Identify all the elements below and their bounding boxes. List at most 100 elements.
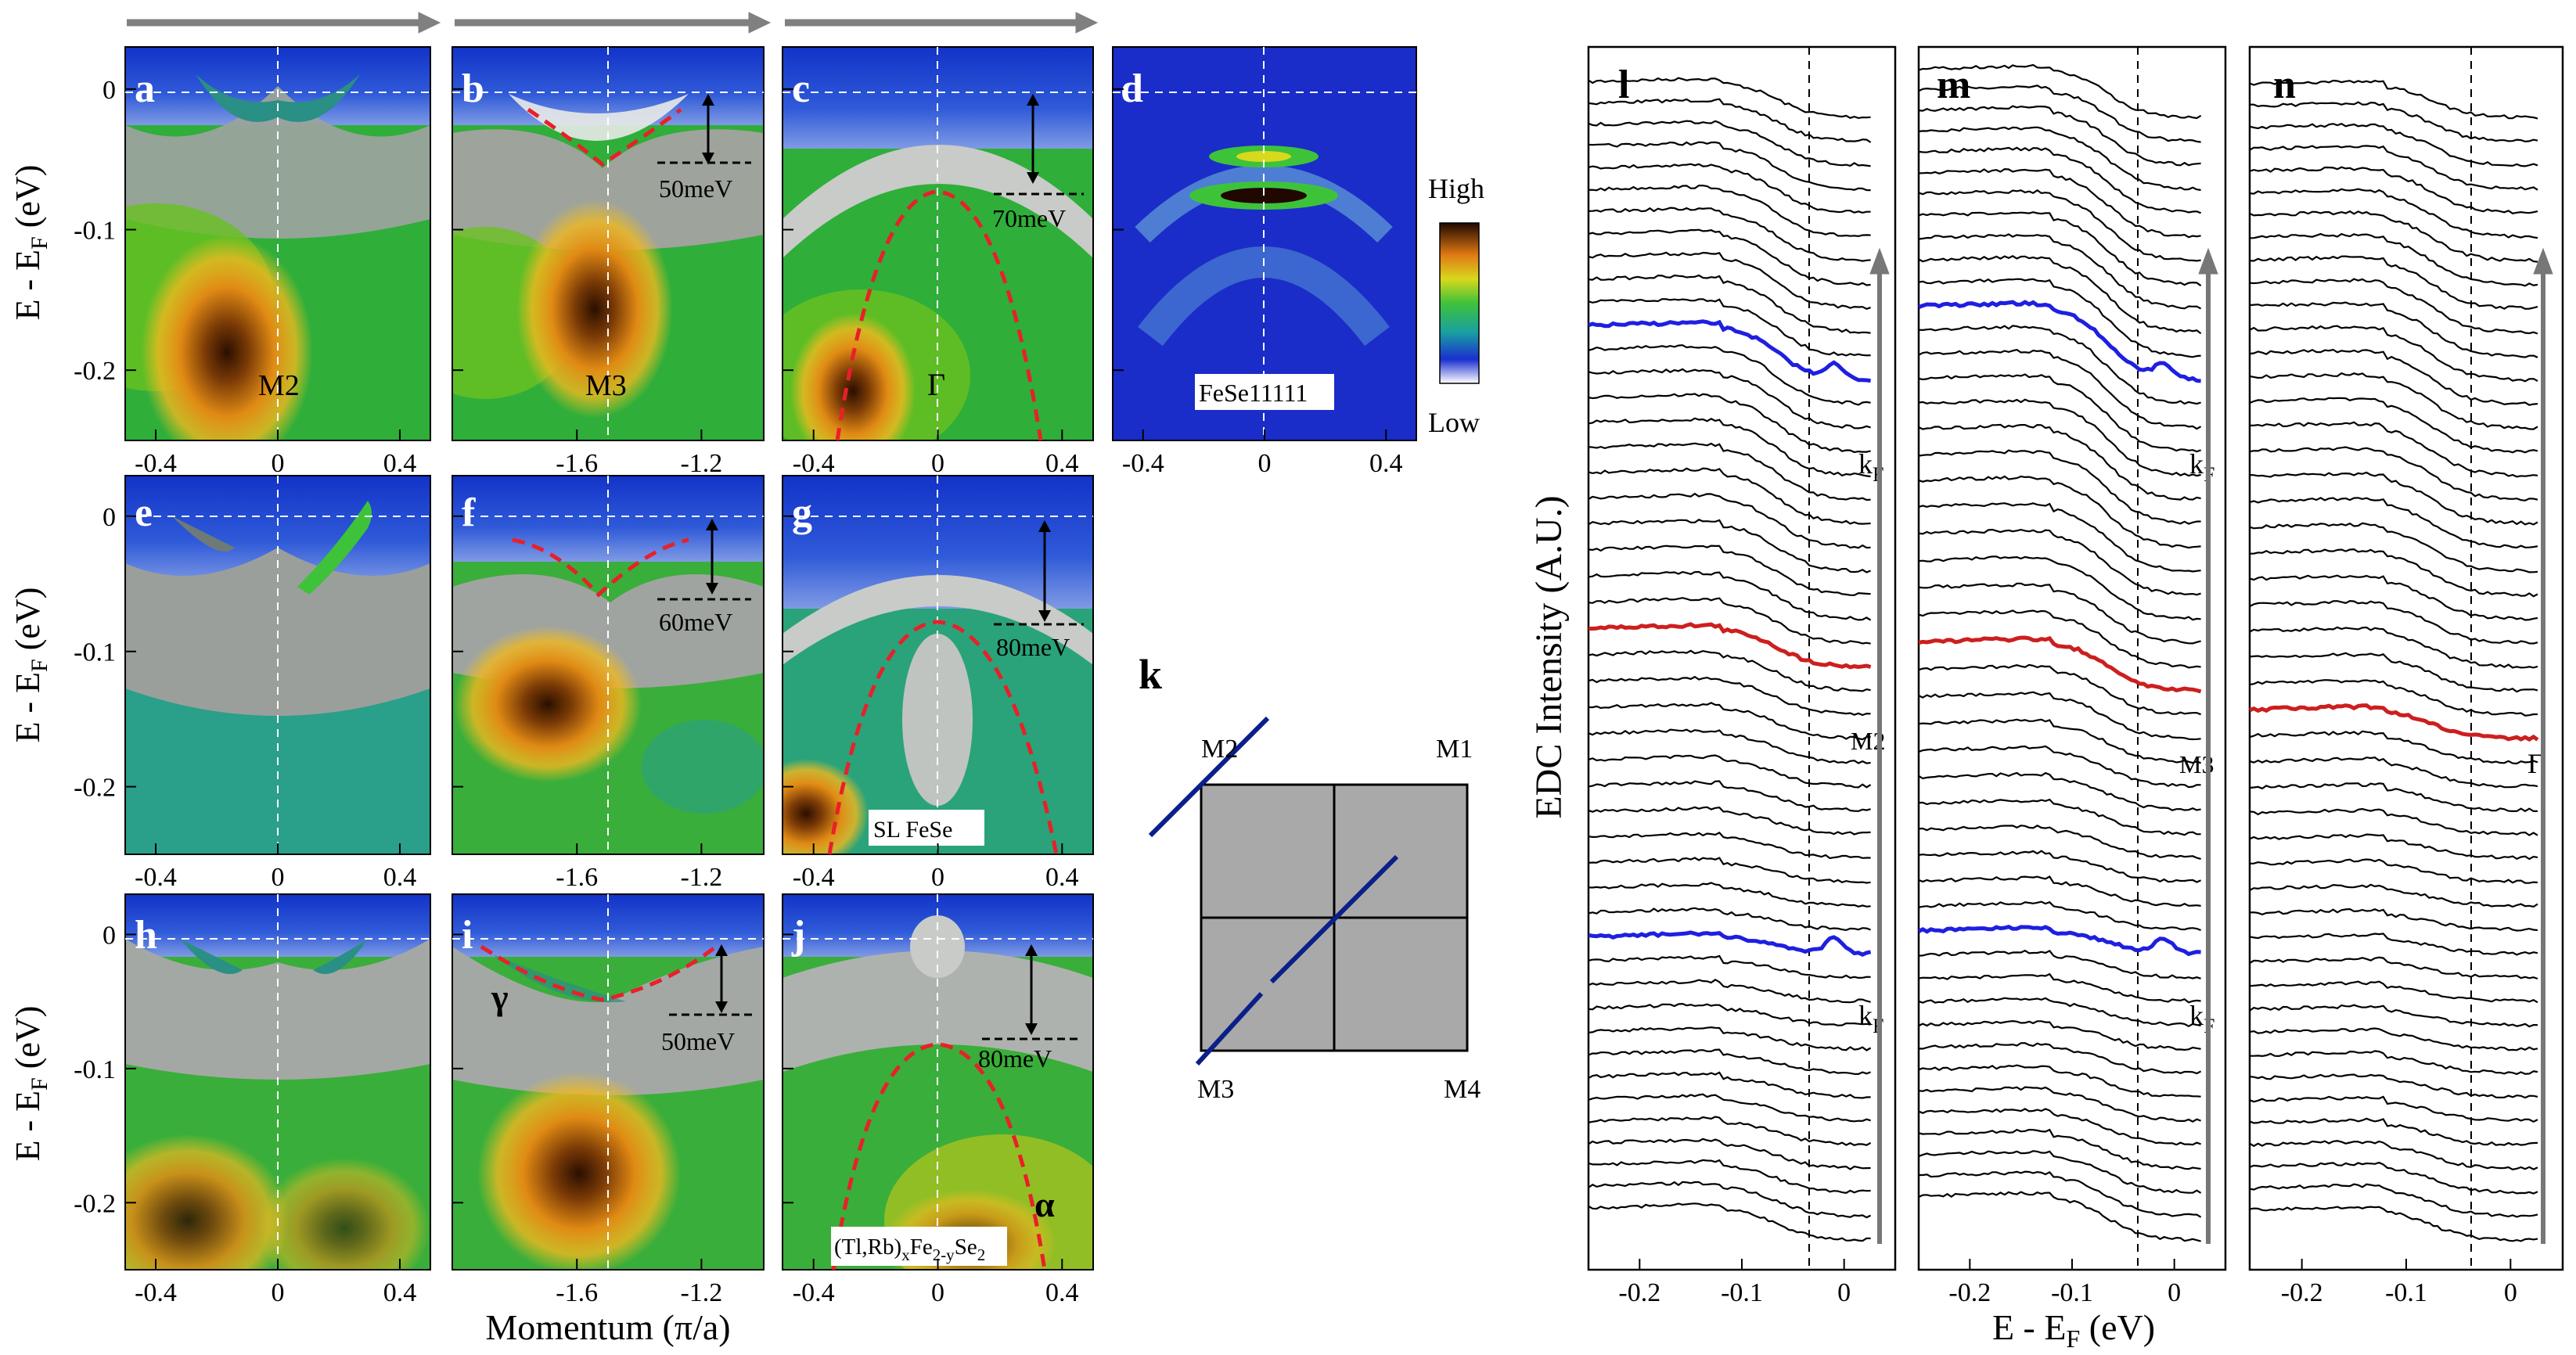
edc-n-mid: Γ [2527, 748, 2544, 779]
panel-d-label: d [1121, 66, 1143, 111]
edc-curve [1918, 850, 2202, 883]
edc-curve [1588, 979, 1871, 1004]
panel-b-label: b [462, 66, 484, 111]
panel-e-label: e [135, 491, 153, 535]
corner-m3: M3 [1197, 1075, 1234, 1104]
edc-x-tick-label: -0.2 [2281, 1278, 2323, 1307]
panel-j-label: j [791, 913, 805, 958]
edc-curve [1588, 597, 1871, 645]
sweep-arrows [127, 12, 1099, 34]
edc-y-label: EDC Intensity (A.U.) [1528, 495, 1570, 818]
x-tick-label: -1.6 [556, 863, 598, 892]
panel-d-tag: FeSe11111 [1199, 379, 1308, 407]
edc-curve [2249, 883, 2538, 908]
y-label-row2: E - EF (eV) [9, 588, 52, 743]
panel-b: 50meV b M3 [452, 46, 765, 441]
edc-curve [1588, 393, 1871, 454]
edc-curve [1918, 1042, 2202, 1075]
panel-f: 60meV f [452, 475, 765, 855]
y-label-row1: E - EF (eV) [9, 165, 52, 321]
edc-curve [2249, 1140, 2538, 1170]
edc-curve [1588, 492, 1871, 549]
edc-curve [1918, 745, 2201, 789]
y-tick-label: -0.2 [74, 1189, 116, 1218]
edc-curve [1918, 997, 2201, 1028]
x-tick-label: -0.4 [793, 1278, 835, 1307]
panel-f-label: f [462, 491, 476, 535]
edc-curve-center [1918, 635, 2202, 694]
x-label-momentum: Momentum (π/a) [485, 1307, 730, 1347]
edc-curve [1918, 146, 2202, 214]
edc-curve [2249, 255, 2538, 310]
edc-curve [1588, 207, 1871, 262]
edc-curve [1918, 105, 2201, 167]
edc-curve [2249, 833, 2538, 861]
y-tick-label: -0.2 [74, 357, 116, 386]
panel-l: l -0.2 -0.1 0 [1587, 45, 1897, 1307]
edc-curve [1588, 832, 1871, 860]
edc-curve [1918, 875, 2201, 907]
y-tick-label: -0.1 [74, 217, 116, 246]
edc-curve [2249, 807, 2538, 836]
edc-curve [1588, 806, 1871, 836]
edc-curve [1588, 98, 1872, 143]
edc-curve [2249, 933, 2538, 956]
edc-curve-kf [1588, 930, 1872, 957]
edc-curve [1588, 780, 1871, 812]
edc-curve [2249, 325, 2538, 383]
edc-curve [1588, 649, 1871, 692]
panel-k: k M2 M1 M3 M4 [1139, 651, 1480, 1104]
edc-curve [1588, 702, 1871, 741]
x-tick-label: -0.4 [793, 449, 835, 478]
cut-gamma [1269, 854, 1399, 984]
edc-curve [1588, 1181, 1872, 1219]
edc-curve [1588, 77, 1871, 120]
panel-i-gap: 50meV [661, 1027, 735, 1055]
edc-curve [1918, 1064, 2201, 1098]
edc-x-tick-label: -0.2 [1618, 1278, 1660, 1307]
edc-curve [2249, 679, 2538, 717]
edc-labels: kF M2 kF kF M3 kF Γ [1851, 448, 2544, 1037]
x-tick-label: 0 [272, 1278, 285, 1307]
edc-curve [1588, 1116, 1872, 1146]
edc-curve [2249, 210, 2538, 263]
edc-curve [1918, 949, 2201, 979]
edc-curve [1588, 298, 1871, 357]
edc-curve-center [1588, 622, 1872, 670]
corner-m4: M4 [1444, 1075, 1480, 1104]
x-tick-label: 0.4 [383, 863, 417, 892]
panel-l-label: l [1618, 63, 1629, 107]
edc-curve [1918, 1128, 2201, 1170]
corner-m1: M1 [1436, 735, 1473, 764]
edc-curve [1588, 467, 1871, 525]
edc-curve [1588, 545, 1871, 596]
edc-curve [1588, 1071, 1871, 1099]
panel-e: e [124, 475, 431, 855]
edc-curve [1918, 278, 2201, 358]
edc-curve [1918, 771, 2201, 811]
edc-curve [2249, 730, 2538, 765]
edc-curve [1918, 398, 2201, 477]
y-tick-label: -0.1 [74, 638, 116, 667]
edc-curve [1588, 228, 1871, 286]
edc-curve [2249, 446, 2538, 501]
edc-curve [2249, 79, 2538, 120]
edc-curve [2249, 1117, 2538, 1146]
edc-curve [1588, 1159, 1871, 1194]
y-tick-label: 0 [103, 921, 116, 950]
edc-x-tick-label: -0.2 [1948, 1278, 1991, 1307]
edc-curve [1918, 423, 2201, 501]
cut-m3 [1195, 991, 1264, 1066]
edc-curve [1588, 754, 1872, 789]
edc-curve [2249, 956, 2538, 980]
x-tick-label: -0.4 [1122, 449, 1164, 478]
y-axis-labels: E - EF (eV) E - EF (eV) E - EF (eV) [9, 165, 52, 1162]
edc-curve [1588, 1026, 1872, 1051]
edc-curve [1588, 907, 1871, 932]
edc-curve [1918, 972, 2201, 1004]
edc-curve [1588, 163, 1871, 214]
panel-m-label: m [1937, 63, 1970, 107]
edc-curve [2249, 574, 2538, 621]
panel-j-band: α [1034, 1184, 1055, 1224]
edc-curve [1588, 344, 1871, 406]
